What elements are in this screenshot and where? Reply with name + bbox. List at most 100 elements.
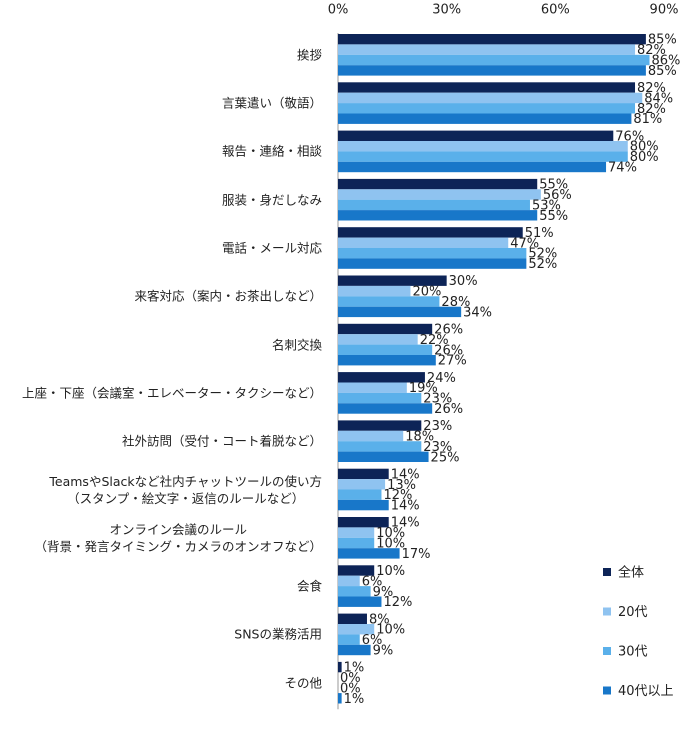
category-label: SNSの業務活用 xyxy=(234,626,322,642)
value-label: 0% xyxy=(340,671,361,686)
legend-label: 20代 xyxy=(618,605,648,620)
bar xyxy=(338,199,530,211)
bar xyxy=(338,355,436,366)
value-label: 12% xyxy=(383,488,412,503)
value-label: 14% xyxy=(391,467,420,482)
value-label: 76% xyxy=(615,129,644,144)
value-label: 82% xyxy=(637,102,666,117)
value-label: 25% xyxy=(431,450,460,465)
value-label: 81% xyxy=(633,112,662,127)
value-label: 86% xyxy=(652,54,681,69)
bar xyxy=(338,92,643,104)
value-label: 6% xyxy=(362,633,383,648)
category-label: 電話・メール対応 xyxy=(221,240,322,256)
value-label: 55% xyxy=(539,209,568,224)
value-label: 14% xyxy=(391,516,420,531)
bar xyxy=(338,161,607,173)
bar xyxy=(338,344,433,355)
bar xyxy=(338,596,382,607)
bar xyxy=(338,151,628,162)
value-label: 53% xyxy=(532,198,561,213)
bar xyxy=(338,392,422,404)
category-label: 社外訪問（受付・コート着脱など） xyxy=(121,433,322,449)
bar xyxy=(338,693,342,704)
value-label: 9% xyxy=(373,644,394,659)
bar xyxy=(338,565,375,576)
category-label: 来客対応（案内・お茶出しなど） xyxy=(134,288,322,304)
bar xyxy=(338,141,628,152)
value-label: 18% xyxy=(405,430,434,445)
legend-label: 全体 xyxy=(618,565,644,581)
value-label: 19% xyxy=(409,381,438,396)
bar xyxy=(338,54,650,66)
category-label: 言葉遣い（敬語） xyxy=(221,95,322,111)
value-label: 12% xyxy=(383,595,412,610)
value-label: 74% xyxy=(608,161,637,176)
bar xyxy=(338,275,447,286)
bar xyxy=(338,479,386,490)
category-label: 会食 xyxy=(296,578,322,594)
category-label: オンライン会議のルール （背景・発言タイミング・カメラのオンオフなど） xyxy=(34,521,322,554)
value-label: 27% xyxy=(438,354,467,369)
value-label: 26% xyxy=(434,402,463,417)
legend-swatch xyxy=(603,686,611,695)
value-label: 24% xyxy=(427,371,456,386)
x-tick-label: 30% xyxy=(432,3,461,18)
value-label: 9% xyxy=(373,585,394,600)
value-label: 52% xyxy=(528,257,557,272)
value-label: 23% xyxy=(423,440,452,455)
value-label: 23% xyxy=(423,392,452,407)
legend-swatch xyxy=(603,568,611,576)
value-label: 13% xyxy=(387,478,416,493)
bar xyxy=(338,334,418,345)
bar xyxy=(338,468,389,480)
bar xyxy=(338,489,382,500)
value-label: 14% xyxy=(391,499,420,514)
bar xyxy=(338,661,342,673)
value-label: 80% xyxy=(630,140,659,155)
bar xyxy=(338,113,632,124)
bar xyxy=(338,103,636,114)
bar xyxy=(338,403,433,414)
value-label: 17% xyxy=(402,547,431,562)
bar xyxy=(338,296,440,307)
value-label: 1% xyxy=(344,692,365,707)
bar xyxy=(338,575,360,587)
bar xyxy=(338,537,375,549)
value-label: 20% xyxy=(412,285,441,300)
legend-label: 30代 xyxy=(618,645,648,660)
category-label: 名刺交換 xyxy=(271,337,322,353)
bar xyxy=(338,441,422,452)
bar xyxy=(338,624,375,635)
value-label: 0% xyxy=(340,681,361,696)
value-label: 51% xyxy=(525,226,554,241)
bar xyxy=(338,430,404,442)
bar xyxy=(338,613,367,624)
category-label: TeamsやSlackなど社内チャットツールの使い方 （スタンプ・絵文字・返信の… xyxy=(49,473,322,506)
value-label: 30% xyxy=(449,274,478,289)
legend-swatch xyxy=(603,647,611,655)
value-label: 10% xyxy=(376,564,405,579)
x-tick-label: 90% xyxy=(650,3,679,18)
value-label: 55% xyxy=(539,178,568,193)
value-label: 56% xyxy=(543,188,572,203)
value-label: 47% xyxy=(510,236,539,251)
value-label: 84% xyxy=(644,91,673,106)
value-label: 28% xyxy=(441,295,470,310)
bar xyxy=(338,248,527,259)
value-label: 10% xyxy=(376,526,405,541)
legend-swatch xyxy=(603,607,611,616)
bar xyxy=(338,306,462,318)
bar xyxy=(338,586,371,597)
category-label: 報告・連絡・相談 xyxy=(221,143,322,159)
bar xyxy=(338,258,527,269)
bar xyxy=(338,499,389,511)
bar xyxy=(338,548,400,559)
bar xyxy=(338,34,646,45)
value-label: 22% xyxy=(420,333,449,348)
value-label: 80% xyxy=(630,150,659,165)
bar xyxy=(338,372,425,383)
value-label: 10% xyxy=(376,537,405,552)
value-label: 26% xyxy=(434,323,463,338)
category-label: 挨拶 xyxy=(296,47,322,63)
